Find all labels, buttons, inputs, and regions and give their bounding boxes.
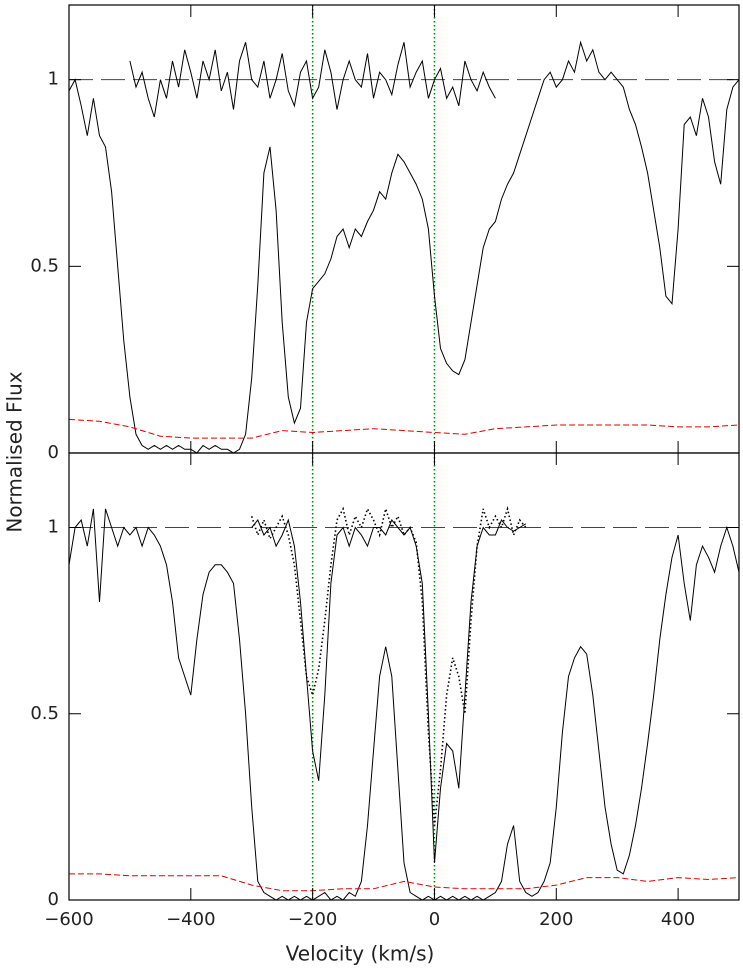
y-tick-label: 0.5 — [30, 703, 59, 724]
spectrum-line — [68, 40, 740, 454]
y-tick-label: 0 — [48, 442, 59, 463]
y-tick-label: 1 — [48, 517, 59, 538]
x-tick-label: −200 — [288, 909, 337, 930]
x-tick-label: −600 — [44, 909, 93, 930]
x-tick-label: −400 — [166, 909, 215, 930]
plot-frame — [68, 4, 740, 454]
y-tick-label: 0.5 — [30, 255, 59, 276]
spectrum-line — [68, 508, 740, 901]
x-tick-label: 400 — [661, 909, 695, 930]
spectrum-line — [68, 418, 740, 439]
y-tick-label: 0 — [48, 889, 59, 910]
spectrum-line — [129, 42, 496, 118]
spectrum-line — [251, 518, 527, 863]
y-axis-label: Normalised Flux — [3, 371, 27, 532]
spectrum-line — [69, 873, 740, 892]
x-tick-label: 200 — [539, 909, 573, 930]
y-tick-label: 1 — [48, 69, 59, 90]
x-axis-label: Velocity (km/s) — [286, 942, 435, 966]
spectrum-line — [250, 505, 527, 826]
x-tick-label: 0 — [429, 909, 440, 930]
plot-frame — [68, 452, 740, 901]
